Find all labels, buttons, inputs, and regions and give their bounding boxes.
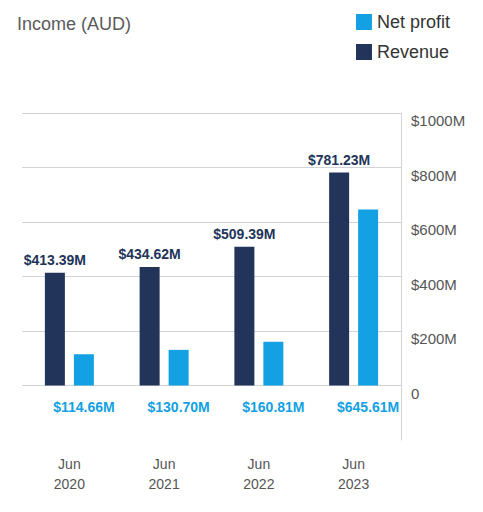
- svg-text:$160.81M: $160.81M: [242, 399, 304, 415]
- svg-text:Jun: Jun: [153, 456, 176, 472]
- svg-text:$781.23M: $781.23M: [308, 152, 370, 168]
- svg-text:$645.61M: $645.61M: [337, 399, 399, 415]
- svg-text:$200M: $200M: [411, 330, 457, 347]
- svg-text:$400M: $400M: [411, 276, 457, 293]
- svg-text:Revenue: Revenue: [377, 42, 449, 62]
- svg-text:2022: 2022: [243, 476, 274, 492]
- svg-text:$130.70M: $130.70M: [147, 399, 209, 415]
- svg-text:2023: 2023: [338, 476, 369, 492]
- svg-text:$114.66M: $114.66M: [53, 399, 115, 415]
- svg-text:$600M: $600M: [411, 221, 457, 238]
- svg-text:Net profit: Net profit: [377, 12, 450, 32]
- svg-text:2020: 2020: [54, 476, 85, 492]
- svg-text:$413.39M: $413.39M: [24, 252, 86, 268]
- svg-text:2021: 2021: [149, 476, 180, 492]
- svg-text:$509.39M: $509.39M: [213, 226, 275, 242]
- svg-text:0: 0: [411, 385, 419, 402]
- svg-text:$1000M: $1000M: [411, 112, 465, 129]
- svg-text:$434.62M: $434.62M: [118, 246, 180, 262]
- svg-text:Jun: Jun: [248, 456, 271, 472]
- svg-text:$800M: $800M: [411, 167, 457, 184]
- svg-text:Income (AUD): Income (AUD): [17, 14, 131, 34]
- svg-text:Jun: Jun: [342, 456, 365, 472]
- svg-text:Jun: Jun: [58, 456, 81, 472]
